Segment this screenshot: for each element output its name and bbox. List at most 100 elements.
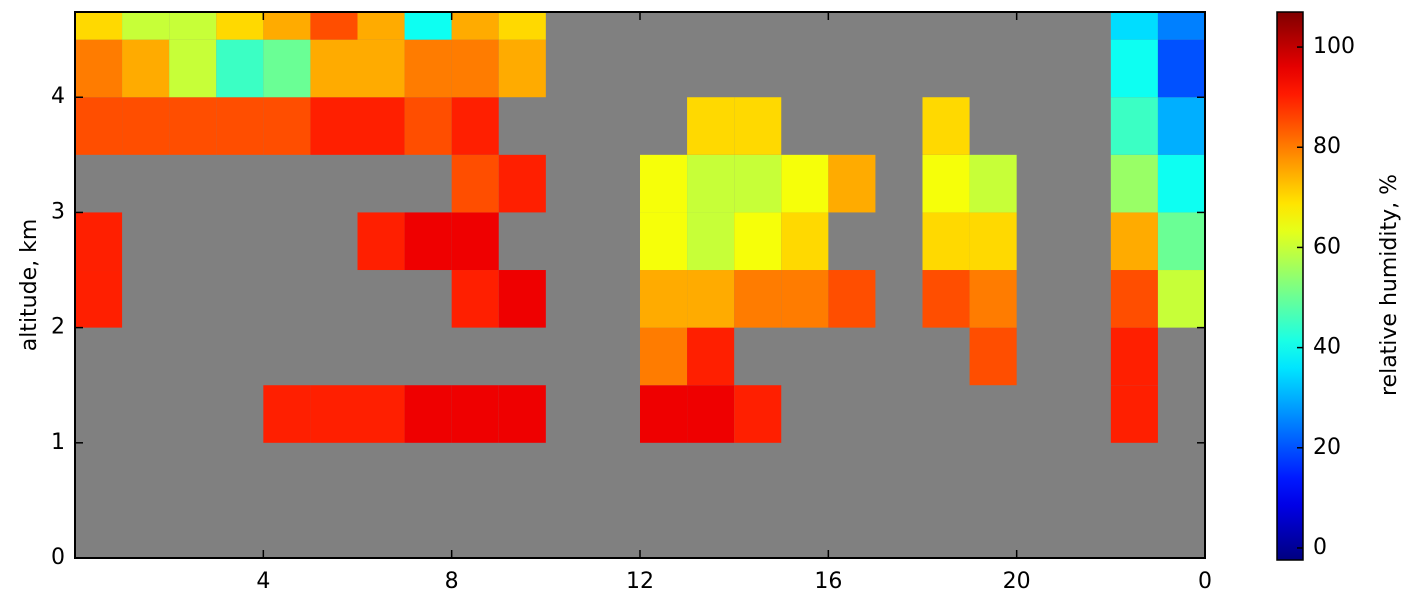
y-tick-label: 1 [51, 430, 65, 455]
heat-cell [498, 12, 546, 40]
heat-cell [781, 270, 829, 328]
colorbar-tick-label: 40 [1313, 335, 1341, 360]
y-tick-label: 0 [51, 545, 65, 570]
heat-cell [357, 12, 405, 40]
heat-cell [1157, 270, 1205, 328]
heat-cell [310, 385, 358, 443]
heat-cell [734, 385, 782, 443]
heat-cell [498, 385, 546, 443]
heat-cell [75, 212, 123, 271]
heat-cell [357, 385, 405, 443]
colorbar [1276, 11, 1304, 561]
heat-cell [687, 97, 735, 155]
heat-cell [734, 270, 782, 328]
x-tick-label: 16 [814, 569, 842, 594]
x-tick-label: 20 [1003, 569, 1031, 594]
heat-cell [451, 212, 499, 271]
heat-cell [969, 212, 1017, 271]
heat-cell [1110, 212, 1158, 271]
heat-cell [357, 212, 405, 271]
heat-cell [1157, 12, 1205, 40]
heat-cell [687, 154, 735, 213]
heat-cell [122, 97, 170, 155]
heat-cell [75, 270, 123, 328]
y-tick-label: 3 [51, 199, 65, 224]
heat-cell [734, 97, 782, 155]
heat-cell [1110, 39, 1158, 98]
y-axis-label: altitude, km [17, 219, 42, 352]
heat-cell [498, 154, 546, 213]
heat-cell [169, 97, 217, 155]
heat-cell [734, 212, 782, 271]
heat-cell [922, 97, 970, 155]
heat-cell [1110, 385, 1158, 443]
x-tick-label: 0 [1198, 569, 1212, 594]
heat-cell [922, 212, 970, 271]
heat-cell [1157, 154, 1205, 213]
heat-cell [404, 385, 452, 443]
heat-cell [687, 212, 735, 271]
heat-cell [75, 97, 123, 155]
heat-cell [122, 39, 170, 98]
heat-cell [687, 385, 735, 443]
heat-cell [734, 154, 782, 213]
heat-cell [640, 385, 688, 443]
colorbar-tick-label: 60 [1313, 234, 1341, 259]
colorbar-tick-label: 0 [1313, 535, 1327, 560]
heat-cell [687, 327, 735, 386]
heat-cell [310, 97, 358, 155]
heat-cell [687, 270, 735, 328]
heat-cell [263, 12, 311, 40]
heat-cell [451, 12, 499, 40]
heat-cell [404, 12, 452, 40]
heat-cell [828, 154, 876, 213]
heat-cell [498, 39, 546, 98]
heat-cell [640, 154, 688, 213]
heat-cell [1157, 212, 1205, 271]
heat-cell [263, 385, 311, 443]
heat-cell [404, 39, 452, 98]
heat-cell [1157, 97, 1205, 155]
heat-cell [404, 97, 452, 155]
heat-cell [169, 39, 217, 98]
heat-cell [216, 97, 264, 155]
colorbar-tick-label: 20 [1313, 435, 1341, 460]
heat-cell [451, 270, 499, 328]
heat-cell [451, 154, 499, 213]
heat-cell [1157, 39, 1205, 98]
x-tick-label: 4 [256, 569, 270, 594]
heat-cell [828, 270, 876, 328]
heat-cell [969, 270, 1017, 328]
heat-cell [357, 97, 405, 155]
colorbar-tick-label: 80 [1313, 134, 1341, 159]
colorbar-tick-label: 100 [1313, 34, 1355, 59]
heat-cell [451, 385, 499, 443]
heat-cell [404, 212, 452, 271]
heat-cell [75, 39, 123, 98]
heat-cell [310, 12, 358, 40]
heat-cell [922, 270, 970, 328]
heat-cell [781, 212, 829, 271]
colorbar-label: relative humidity, % [1377, 174, 1402, 396]
heat-cell [640, 327, 688, 386]
heat-cell [263, 97, 311, 155]
heat-cell [216, 39, 264, 98]
heat-cell [122, 12, 170, 40]
heat-cell [357, 39, 405, 98]
heat-cell [1110, 154, 1158, 213]
heat-cell [263, 39, 311, 98]
y-tick-label: 2 [51, 315, 65, 340]
heat-cell [922, 154, 970, 213]
heat-cell [1110, 97, 1158, 155]
heat-cell [75, 12, 123, 40]
heat-cell [216, 12, 264, 40]
heat-cell [1110, 270, 1158, 328]
heat-cell [969, 327, 1017, 386]
heat-cell [640, 212, 688, 271]
heat-cell [1110, 12, 1158, 40]
heat-cell [451, 39, 499, 98]
heat-cell [781, 154, 829, 213]
x-tick-label: 12 [626, 569, 654, 594]
